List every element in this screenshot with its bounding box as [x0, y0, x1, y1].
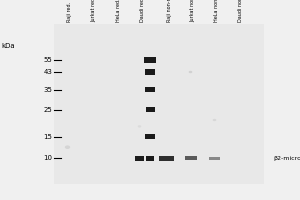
Text: Raji red.: Raji red. — [68, 2, 73, 22]
Text: 35: 35 — [44, 87, 52, 93]
Bar — [135, 156, 144, 161]
Text: 15: 15 — [44, 134, 52, 140]
Ellipse shape — [213, 119, 216, 121]
Text: HeLa red.: HeLa red. — [116, 0, 121, 22]
Text: Daudi non-red.: Daudi non-red. — [238, 0, 244, 22]
Text: 55: 55 — [44, 57, 52, 63]
Text: Jurkat non-red.: Jurkat non-red. — [190, 0, 196, 22]
Bar — [144, 57, 156, 63]
Bar — [159, 156, 174, 161]
Bar — [209, 157, 220, 160]
Text: 10: 10 — [44, 155, 52, 161]
Bar — [145, 69, 155, 75]
Bar — [54, 24, 264, 184]
Text: 43: 43 — [44, 69, 52, 75]
Text: Jurkat red.: Jurkat red. — [92, 0, 97, 22]
Text: Raji non-red.: Raji non-red. — [167, 0, 172, 22]
Bar — [184, 156, 196, 160]
Ellipse shape — [65, 145, 70, 149]
Bar — [145, 87, 155, 92]
Text: Daudi red.: Daudi red. — [140, 0, 145, 22]
Text: kDa: kDa — [2, 43, 15, 49]
Bar — [146, 156, 154, 161]
Text: β2-microglobulin: β2-microglobulin — [273, 156, 300, 161]
Bar — [145, 134, 155, 139]
Ellipse shape — [138, 125, 141, 128]
Text: 25: 25 — [44, 107, 52, 113]
Text: HeLa non-red.: HeLa non-red. — [214, 0, 220, 22]
Bar — [146, 107, 154, 112]
Ellipse shape — [189, 71, 192, 73]
